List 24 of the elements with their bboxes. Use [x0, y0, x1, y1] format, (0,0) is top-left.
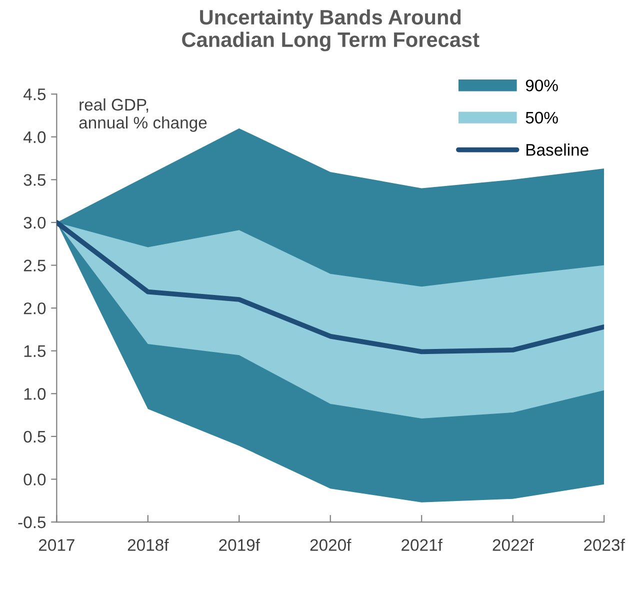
y-tick-label: 4.0	[23, 131, 46, 144]
y-tick-label: 1.0	[24, 388, 46, 400]
y-tick-label: 2.0	[24, 302, 46, 314]
x-tick-label: 2018f	[128, 538, 169, 551]
y-axis-title: real GDP, annual % change	[79, 98, 207, 132]
y-tick-label: 0.0	[24, 474, 46, 486]
legend-label: 50%	[526, 112, 558, 124]
line-series	[56, 220, 604, 354]
y-tick-label: 2.5	[24, 260, 46, 272]
y-tick-label: 1.5	[24, 345, 46, 358]
y-tick-label: -0.5	[18, 516, 46, 528]
chart-title: Uncertainty Bands Around Canadian Long Term Forecast	[182, 9, 480, 52]
x-tick-label: 2020f	[310, 538, 352, 551]
y-tick-label: 3.0	[24, 216, 46, 229]
legend-label: 90%	[526, 80, 558, 92]
x-tick-label: 2017	[38, 539, 74, 551]
y-tick-label: 3.5	[24, 174, 46, 186]
x-tick-label: 2019f	[219, 538, 260, 551]
y-tick-label: 4.5	[23, 88, 46, 100]
x-tick-label: 2022f	[492, 538, 534, 551]
legend-label: Baseline	[526, 144, 588, 156]
y-tick-label: 0.5	[24, 430, 46, 443]
x-tick-label: 2021f	[402, 538, 442, 551]
x-tick-label: 2023f	[584, 538, 625, 551]
